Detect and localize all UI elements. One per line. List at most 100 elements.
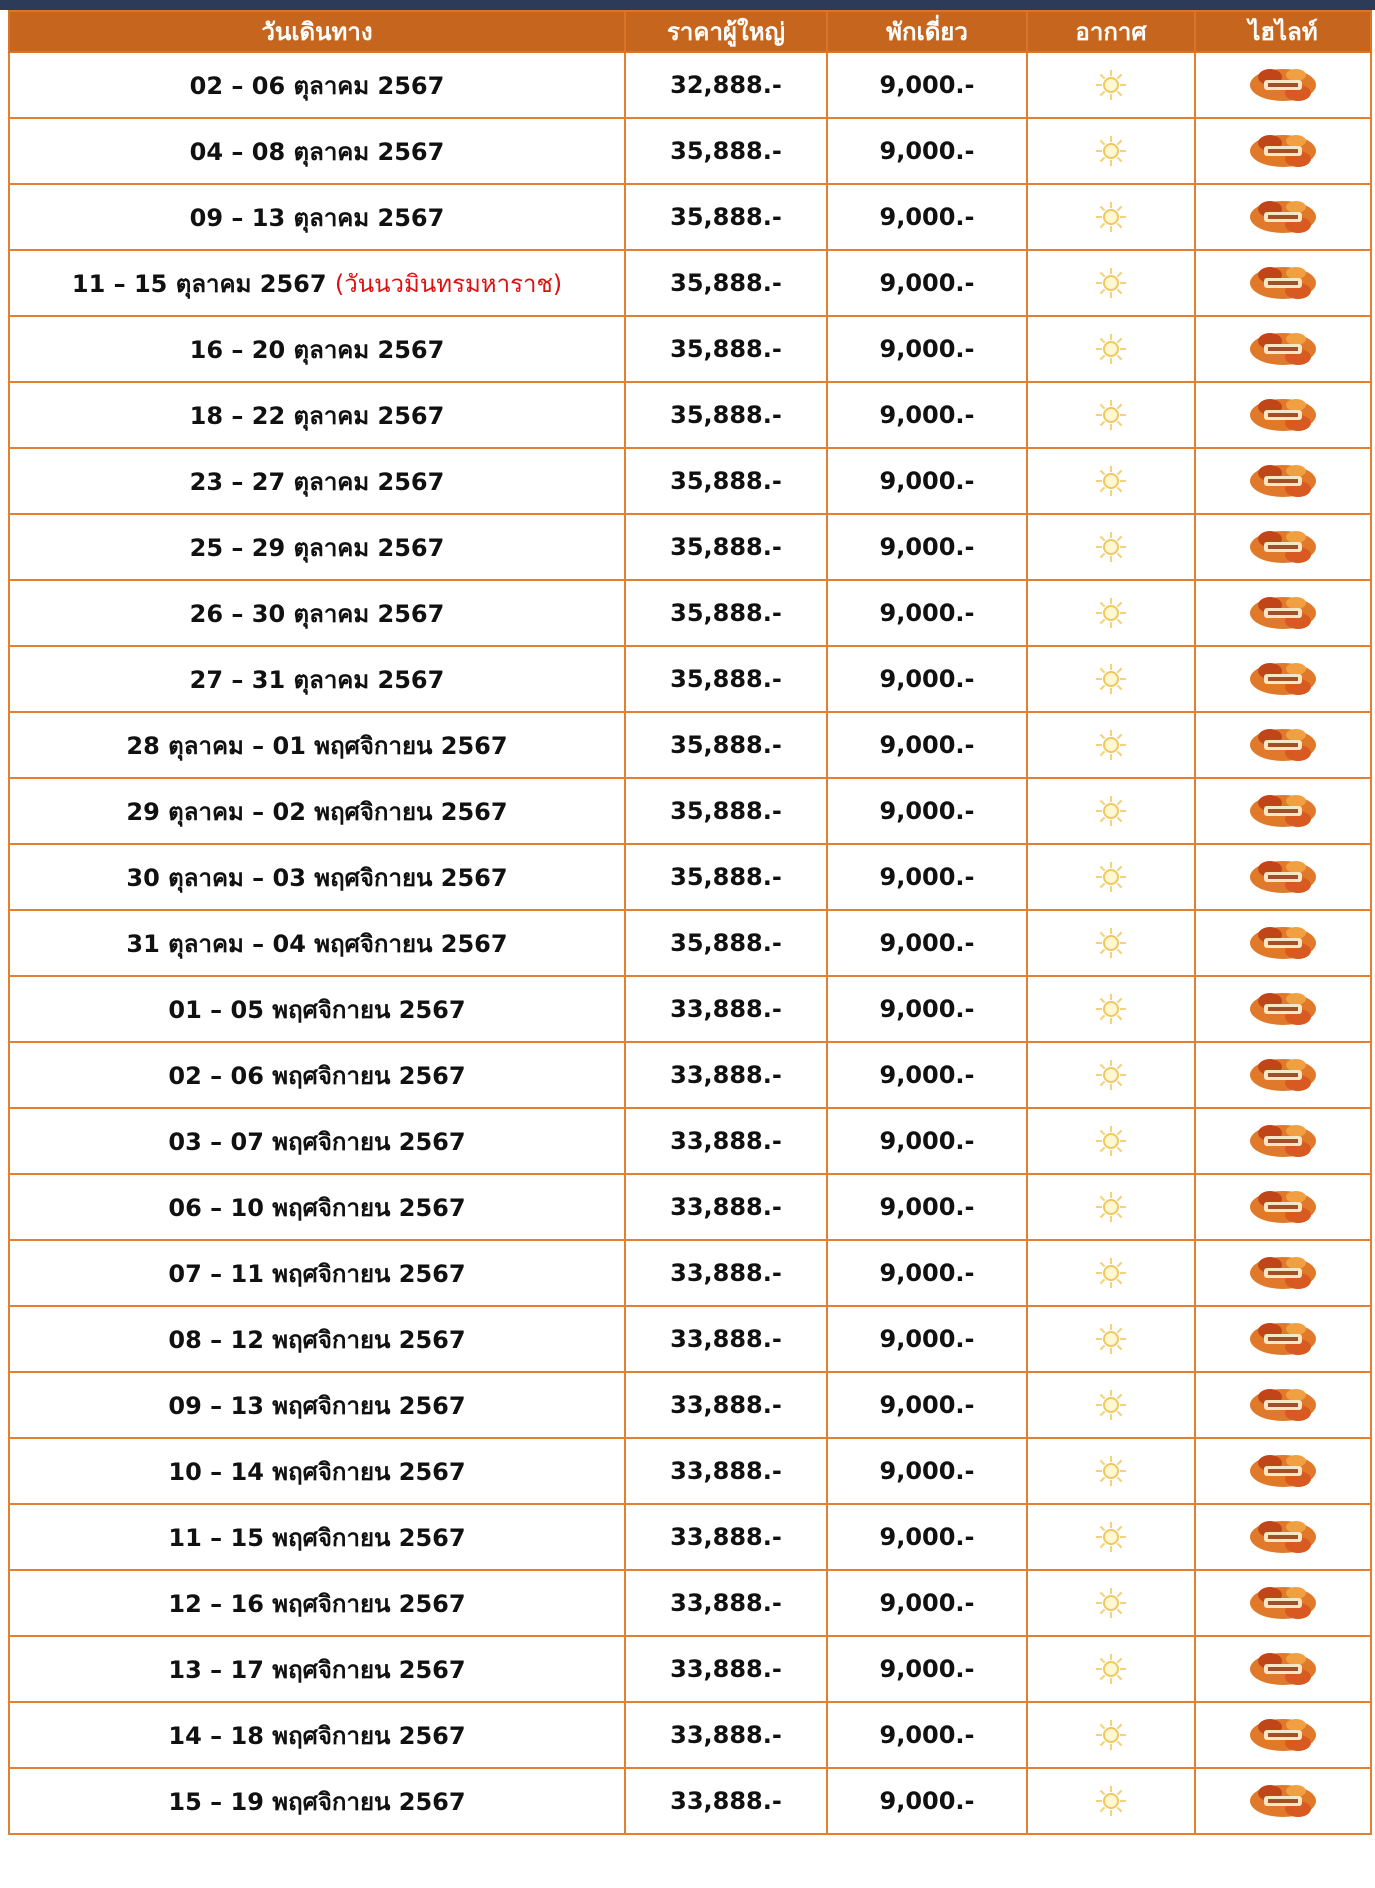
sun-icon <box>1094 992 1128 1026</box>
single-cell: 9,000.- <box>827 910 1027 976</box>
sun-icon <box>1094 728 1128 762</box>
price-cell: 35,888.- <box>625 910 827 976</box>
highlight-icon <box>1248 1451 1318 1491</box>
date-cell: 13 – 17 พฤศจิกายน 2567 <box>9 1636 625 1702</box>
price-cell: 35,888.- <box>625 118 827 184</box>
price-cell: 33,888.- <box>625 1372 827 1438</box>
price-cell: 35,888.- <box>625 646 827 712</box>
date-cell: 02 – 06 ตุลาคม 2567 <box>9 52 625 118</box>
sun-icon <box>1094 1322 1128 1356</box>
price-cell: 35,888.- <box>625 844 827 910</box>
date-cell: 15 – 19 พฤศจิกายน 2567 <box>9 1768 625 1834</box>
date-cell: 30 ตุลาคม – 03 พฤศจิกายน 2567 <box>9 844 625 910</box>
sun-icon <box>1094 794 1128 828</box>
weather-cell <box>1027 448 1195 514</box>
date-cell: 12 – 16 พฤศจิกายน 2567 <box>9 1570 625 1636</box>
date-cell: 02 – 06 พฤศจิกายน 2567 <box>9 1042 625 1108</box>
price-cell: 35,888.- <box>625 184 827 250</box>
highlight-cell <box>1195 1702 1371 1768</box>
sun-icon <box>1094 1388 1128 1422</box>
price-cell: 35,888.- <box>625 580 827 646</box>
sun-icon <box>1094 200 1128 234</box>
date-cell: 14 – 18 พฤศจิกายน 2567 <box>9 1702 625 1768</box>
single-cell: 9,000.- <box>827 118 1027 184</box>
sun-icon <box>1094 464 1128 498</box>
sun-icon <box>1094 332 1128 366</box>
highlight-cell <box>1195 580 1371 646</box>
highlight-cell <box>1195 976 1371 1042</box>
weather-cell <box>1027 910 1195 976</box>
date-cell: 09 – 13 พฤศจิกายน 2567 <box>9 1372 625 1438</box>
price-cell: 33,888.- <box>625 1108 827 1174</box>
sun-icon <box>1094 1586 1128 1620</box>
sun-icon <box>1094 266 1128 300</box>
date: 29 ตุลาคม – 02 พฤศจิกายน 2567 <box>126 798 507 826</box>
highlight-cell <box>1195 52 1371 118</box>
highlight-cell <box>1195 448 1371 514</box>
single-cell: 9,000.- <box>827 1306 1027 1372</box>
single-cell: 9,000.- <box>827 1570 1027 1636</box>
single-cell: 9,000.- <box>827 712 1027 778</box>
highlight-icon <box>1248 659 1318 699</box>
weather-cell <box>1027 1768 1195 1834</box>
price-cell: 35,888.- <box>625 514 827 580</box>
date-cell: 01 – 05 พฤศจิกายน 2567 <box>9 976 625 1042</box>
weather-cell <box>1027 976 1195 1042</box>
header-cell: พักเดี่ยว <box>827 11 1027 52</box>
highlight-cell <box>1195 1570 1371 1636</box>
date-cell: 26 – 30 ตุลาคม 2567 <box>9 580 625 646</box>
price-cell: 33,888.- <box>625 1240 827 1306</box>
highlight-icon <box>1248 1781 1318 1821</box>
date: 30 ตุลาคม – 03 พฤศจิกายน 2567 <box>126 864 507 892</box>
weather-cell <box>1027 1042 1195 1108</box>
sun-icon <box>1094 68 1128 102</box>
tour-table: วันเดินทางราคาผู้ใหญ่พักเดี่ยวอากาศไฮไลท… <box>8 10 1372 1835</box>
single-cell: 9,000.- <box>827 250 1027 316</box>
highlight-icon <box>1248 461 1318 501</box>
date: 06 – 10 พฤศจิกายน 2567 <box>168 1194 465 1222</box>
highlight-cell <box>1195 1240 1371 1306</box>
weather-cell <box>1027 646 1195 712</box>
date: 13 – 17 พฤศจิกายน 2567 <box>168 1656 465 1684</box>
highlight-cell <box>1195 1174 1371 1240</box>
date: 11 – 15 พฤศจิกายน 2567 <box>168 1524 465 1552</box>
date: 26 – 30 ตุลาคม 2567 <box>190 600 445 628</box>
highlight-icon <box>1248 1253 1318 1293</box>
weather-cell <box>1027 1372 1195 1438</box>
sun-icon <box>1094 1124 1128 1158</box>
highlight-icon <box>1248 725 1318 765</box>
header-cell: วันเดินทาง <box>9 11 625 52</box>
date: 08 – 12 พฤศจิกายน 2567 <box>168 1326 465 1354</box>
weather-cell <box>1027 52 1195 118</box>
date: 10 – 14 พฤศจิกายน 2567 <box>168 1458 465 1486</box>
sun-icon <box>1094 1718 1128 1752</box>
weather-cell <box>1027 1306 1195 1372</box>
date: 09 – 13 ตุลาคม 2567 <box>190 204 445 232</box>
sun-icon <box>1094 134 1128 168</box>
price-cell: 33,888.- <box>625 1702 827 1768</box>
date: 27 – 31 ตุลาคม 2567 <box>190 666 445 694</box>
highlight-cell <box>1195 646 1371 712</box>
table-row: 11 – 15 ตุลาคม 2567 (วันนวมินทรมหาราช)35… <box>9 250 1371 316</box>
highlight-cell <box>1195 1504 1371 1570</box>
weather-cell <box>1027 1240 1195 1306</box>
highlight-cell <box>1195 382 1371 448</box>
highlight-icon <box>1248 923 1318 963</box>
single-cell: 9,000.- <box>827 448 1027 514</box>
weather-cell <box>1027 1702 1195 1768</box>
date-cell: 31 ตุลาคม – 04 พฤศจิกายน 2567 <box>9 910 625 976</box>
sun-icon <box>1094 1454 1128 1488</box>
single-cell: 9,000.- <box>827 1768 1027 1834</box>
date: 03 – 07 พฤศจิกายน 2567 <box>168 1128 465 1156</box>
